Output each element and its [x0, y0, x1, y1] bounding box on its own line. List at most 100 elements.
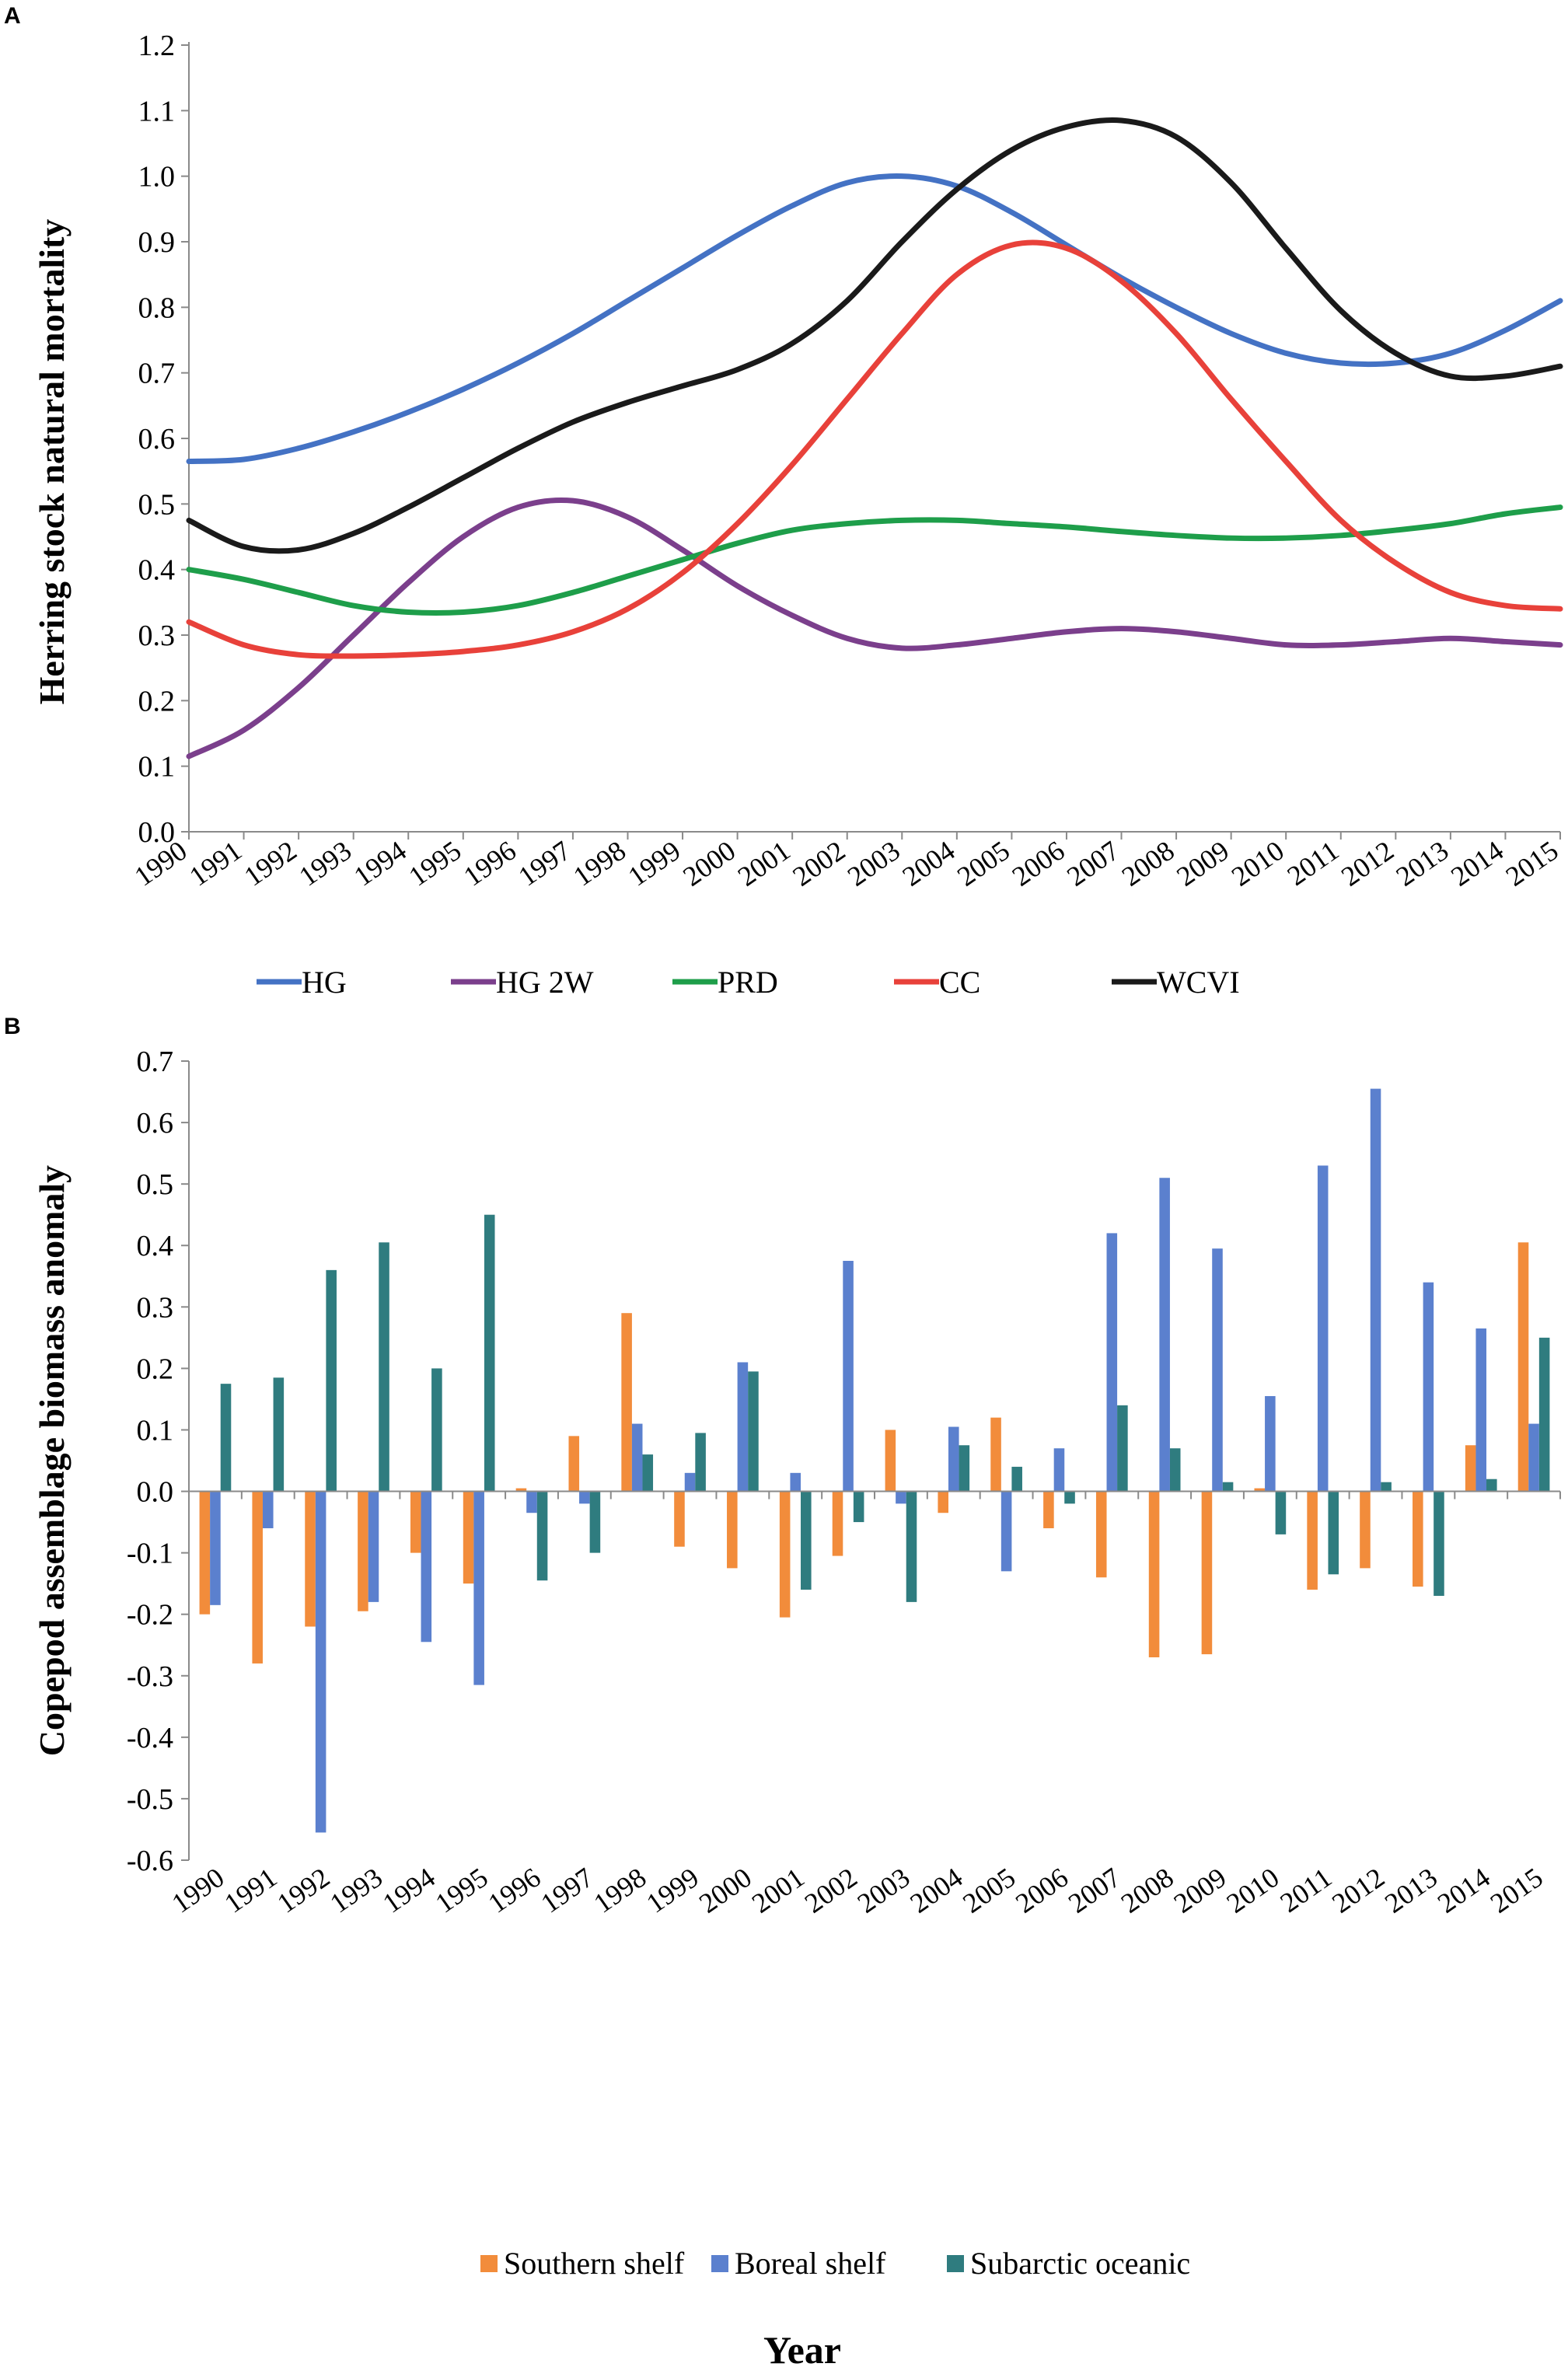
panel-a-x-tick-label: 1993: [293, 835, 357, 892]
panel-a-y-tick-label: 0.2: [138, 685, 176, 717]
panel-a-x-tick-label: 2010: [1226, 835, 1290, 892]
panel-a-letter: A: [4, 3, 21, 29]
legend-swatch-boreal-shelf: [711, 2255, 728, 2272]
bar-subarctic-oceanic-1993: [379, 1242, 389, 1492]
panel-b-x-tick-label: 2013: [1379, 1862, 1443, 1919]
panel-a-y-tick-label: 1.1: [138, 95, 176, 127]
panel-b-x-tick-label: 2009: [1168, 1862, 1232, 1919]
panel-b-y-tick-label: 0.7: [137, 1046, 174, 1078]
bar-southern-shelf-2012: [1360, 1491, 1371, 1569]
bar-southern-shelf-2000: [727, 1491, 738, 1569]
panel-a-x-tick-label: 1996: [458, 835, 522, 892]
panel-a-x-tick-label: 2000: [677, 835, 741, 892]
bar-boreal-shelf-1991: [262, 1491, 274, 1528]
panel-b-y-tick-label: 0.2: [137, 1353, 174, 1385]
bar-boreal-shelf-1992: [315, 1491, 327, 1833]
panel-b-x-tick-label: 1999: [641, 1862, 704, 1919]
bar-southern-shelf-1993: [358, 1491, 368, 1611]
bar-southern-shelf-2009: [1201, 1491, 1213, 1655]
bar-boreal-shelf-1998: [631, 1423, 643, 1492]
bar-southern-shelf-2004: [938, 1491, 948, 1513]
panel-a-legend: HG HG 2W PRD CC WCVI: [257, 965, 1240, 1000]
bar-boreal-shelf-2008: [1159, 1178, 1170, 1492]
legend-label: HG: [302, 965, 347, 1000]
bar-subarctic-oceanic-2002: [853, 1491, 864, 1523]
bar-boreal-shelf-2004: [948, 1426, 959, 1492]
series-line-prd: [186, 504, 1563, 616]
panel-a-x-tick-label: 2006: [1007, 835, 1070, 892]
bar-subarctic-oceanic-2007: [1117, 1405, 1128, 1492]
panel-b-x-tick-label: 2005: [957, 1862, 1021, 1919]
panel-b-y-tick-label: 0.6: [137, 1107, 174, 1140]
bar-southern-shelf-2011: [1307, 1491, 1318, 1590]
panel-b-x-axis-title: Year: [763, 2328, 841, 2372]
bar-subarctic-oceanic-2004: [959, 1445, 970, 1492]
panel-b-chart: -0.6 -0.5 -0.4 -0.3 -0.2 -0.1 0.0 0.1 0.2 0.3 0.4 0…: [32, 1046, 1561, 1919]
bar-subarctic-oceanic-1991: [273, 1377, 285, 1492]
bar-subarctic-oceanic-2011: [1328, 1491, 1339, 1575]
bar-southern-shelf-2010: [1254, 1488, 1266, 1492]
series-line-cc: [186, 239, 1563, 659]
panel-b-x-tick-label: 1990: [166, 1862, 230, 1919]
bar-boreal-shelf-2007: [1106, 1233, 1118, 1492]
panel-b-x-tick-label: 1995: [430, 1862, 494, 1919]
bar-boreal-shelf-1996: [526, 1491, 537, 1513]
bar-boreal-shelf-2000: [737, 1362, 749, 1492]
bar-southern-shelf-2003: [885, 1430, 896, 1492]
bar-subarctic-oceanic-2008: [1169, 1448, 1181, 1492]
panel-a-x-tick-label: 2004: [897, 835, 961, 892]
panel-b-x-tick-label: 2000: [693, 1862, 757, 1919]
panel-a-x-tick-label: 2014: [1445, 835, 1509, 892]
bar-subarctic-oceanic-2012: [1381, 1482, 1392, 1492]
bar-boreal-shelf-2014: [1475, 1328, 1487, 1492]
panel-a-x-tick-label: 1995: [403, 835, 466, 892]
panel-b-letter: B: [4, 1014, 21, 1039]
panel-b-y-tick-label: -0.6: [127, 1845, 173, 1877]
series-line-hg-2w: [186, 497, 1563, 759]
panel-b-y-tick-label: 0.1: [137, 1414, 174, 1447]
panel-a-y-tick-label: 1.2: [138, 30, 176, 62]
bar-boreal-shelf-1997: [579, 1491, 590, 1504]
bar-subarctic-oceanic-2015: [1538, 1337, 1550, 1492]
panel-b-y-tick-label: -0.4: [127, 1722, 173, 1754]
bar-subarctic-oceanic-2001: [801, 1491, 812, 1590]
panel-b-x-tick-label: 2012: [1326, 1862, 1390, 1919]
bar-southern-shelf-2014: [1465, 1445, 1476, 1492]
bar-boreal-shelf-1999: [684, 1472, 696, 1492]
bar-southern-shelf-2005: [990, 1417, 1001, 1492]
bar-boreal-shelf-2011: [1317, 1165, 1329, 1492]
panel-b-x-tick-label: 2008: [1116, 1862, 1179, 1919]
panel-a-x-tick-label: 2009: [1171, 835, 1234, 892]
panel-a-y-tick-label: 0.6: [138, 423, 176, 456]
panel-a-y-tick-label: 1.0: [138, 161, 176, 194]
panel-b-x-tick-label: 2015: [1485, 1862, 1549, 1919]
legend-label: Southern shelf: [504, 2246, 685, 2281]
panel-b-y-tick-label: 0.5: [137, 1168, 174, 1201]
bar-southern-shelf-1994: [410, 1491, 421, 1553]
panel-a-x-tick-label: 2001: [732, 835, 796, 892]
bar-southern-shelf-2002: [832, 1491, 843, 1556]
legend-label: Subarctic oceanic: [970, 2246, 1190, 2281]
bar-subarctic-oceanic-1994: [431, 1368, 442, 1492]
bar-southern-shelf-1998: [621, 1313, 632, 1492]
bar-southern-shelf-1996: [515, 1488, 527, 1492]
panel-b-y-tick-label: -0.1: [127, 1538, 173, 1570]
bar-boreal-shelf-2012: [1370, 1088, 1381, 1492]
series-line-hg: [186, 173, 1563, 465]
panel-b-x-tick-label: 2003: [852, 1862, 916, 1919]
bar-boreal-shelf-1995: [473, 1491, 484, 1685]
panel-a-y-tick-label: 0.0: [138, 816, 176, 849]
bar-boreal-shelf-1994: [421, 1491, 432, 1643]
panel-b-x-tick-label: 2006: [1010, 1862, 1074, 1919]
panel-a-x-tick-label: 1991: [183, 835, 247, 892]
panel-b-x-tick-label: 1996: [483, 1862, 547, 1919]
bar-boreal-shelf-2005: [1001, 1491, 1012, 1572]
panel-a-y-tick-label: 0.5: [138, 488, 176, 521]
bar-subarctic-oceanic-2014: [1486, 1479, 1497, 1492]
panel-b-legend: Southern shelf Boreal shelf Subarctic ocea…: [480, 2246, 1190, 2281]
bar-subarctic-oceanic-2006: [1064, 1491, 1075, 1504]
bar-subarctic-oceanic-1992: [326, 1269, 337, 1492]
bar-southern-shelf-2013: [1413, 1491, 1423, 1587]
bar-boreal-shelf-2003: [896, 1491, 906, 1504]
